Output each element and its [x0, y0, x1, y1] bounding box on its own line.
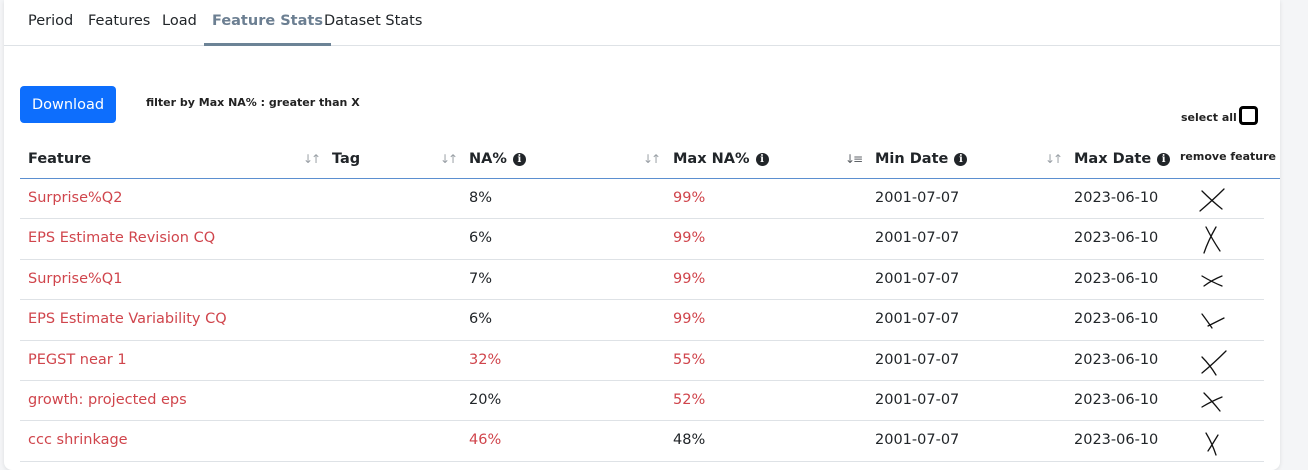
table-row: ccc shrinkage 46% 48% 2001-07-07 2023-06-10: [20, 421, 1264, 462]
header-na: NA% i: [469, 151, 526, 167]
table-row: Surprise%Q2 8% 99% 2001-07-07 2023-06-10: [20, 179, 1264, 220]
tab-load[interactable]: Load: [162, 13, 197, 29]
header-min-date-label: Min Date: [875, 151, 949, 167]
header-max-date-label: Max Date: [1074, 151, 1152, 167]
remove-feature-icon[interactable]: [1194, 345, 1234, 377]
na-percent-value: 7%: [469, 270, 493, 287]
header-min-date: Min Date i: [875, 151, 968, 167]
remove-feature-icon[interactable]: [1194, 223, 1234, 255]
na-percent-value: 46%: [469, 432, 502, 449]
max-date-value: 2023-06-10: [1074, 190, 1159, 206]
header-remove-feature: remove feature: [1180, 150, 1277, 163]
header-tag-label: Tag: [332, 151, 361, 167]
min-date-value: 2001-07-07: [875, 432, 960, 449]
download-button[interactable]: Download: [20, 86, 116, 123]
min-date-value: 2001-07-07: [875, 351, 960, 368]
header-max-na: Max NA% i: [673, 151, 769, 167]
remove-feature-icon[interactable]: [1194, 385, 1234, 417]
remove-feature-icon[interactable]: [1194, 304, 1234, 336]
table-body: Surprise%Q2 8% 99% 2001-07-07 2023-06-10 EPS …: [20, 179, 1264, 462]
sort-arrows-icon[interactable]: ↓↑: [440, 152, 458, 166]
max-date-value: 2023-06-10: [1074, 432, 1159, 449]
table-row: PEGST near 1 32% 55% 2001-07-07 2023-06-10: [20, 341, 1264, 381]
feature-name-link[interactable]: growth: projected eps: [28, 391, 187, 408]
remove-feature-icon[interactable]: [1194, 264, 1234, 296]
table-row: EPS Estimate Revision CQ 6% 99% 2001-07-07 2…: [20, 219, 1264, 260]
max-na-percent-value: 99%: [673, 190, 706, 206]
header-na-label: NA%: [469, 151, 507, 167]
feature-name-link[interactable]: ccc shrinkage: [28, 432, 128, 449]
feature-name-link[interactable]: Surprise%Q1: [28, 270, 123, 287]
max-na-percent-value: 99%: [673, 311, 706, 328]
max-na-percent-value: 99%: [673, 230, 706, 247]
feature-name-link[interactable]: Surprise%Q2: [28, 190, 123, 206]
select-all-label: select all: [1181, 111, 1237, 124]
max-date-value: 2023-06-10: [1074, 351, 1159, 368]
na-percent-value: 20%: [469, 391, 502, 408]
header-feature: Feature: [28, 151, 91, 167]
feature-stats-card: Period Features Load Feature Stats Datas…: [4, 0, 1280, 470]
max-date-value: 2023-06-10: [1074, 391, 1159, 408]
sort-arrows-icon[interactable]: ↓↑: [303, 152, 321, 166]
header-tag: Tag: [332, 151, 360, 167]
max-na-percent-value: 55%: [673, 351, 706, 368]
na-percent-value: 6%: [469, 311, 493, 328]
table-header: Feature ↓↑ Tag ↓↑ NA% i ↓↑ Max NA% i ↓≡ Mi…: [20, 140, 1280, 179]
min-date-value: 2001-07-07: [875, 190, 960, 206]
tab-period[interactable]: Period: [28, 13, 74, 29]
header-feature-label: Feature: [28, 151, 92, 167]
select-all-checkbox[interactable]: [1239, 106, 1258, 125]
remove-feature-icon[interactable]: [1194, 425, 1234, 457]
min-date-value: 2001-07-07: [875, 230, 960, 247]
info-circle-icon[interactable]: i: [512, 152, 526, 166]
remove-feature-icon[interactable]: [1194, 183, 1234, 215]
table-row: growth: projected eps 20% 52% 2001-07-07 202…: [20, 381, 1264, 422]
na-percent-value: 6%: [469, 230, 493, 247]
min-date-value: 2001-07-07: [875, 270, 960, 287]
table-row: EPS Estimate Variability CQ 6% 99% 2001-07-…: [20, 300, 1264, 341]
tab-bar: Period Features Load Feature Stats Datas…: [4, 0, 1280, 46]
header-max-date: Max Date i: [1074, 151, 1171, 167]
feature-name-link[interactable]: EPS Estimate Revision CQ: [28, 230, 216, 247]
max-na-percent-value: 48%: [673, 432, 706, 449]
info-circle-icon[interactable]: i: [755, 152, 769, 166]
na-percent-value: 8%: [469, 190, 493, 206]
max-na-percent-value: 99%: [673, 270, 706, 287]
info-circle-icon[interactable]: i: [1157, 152, 1171, 166]
sort-arrows-icon[interactable]: ↓↑: [643, 152, 661, 166]
sort-arrows-icon[interactable]: ↓↑: [1045, 152, 1063, 166]
na-percent-value: 32%: [469, 351, 502, 368]
max-na-percent-value: 52%: [673, 391, 706, 408]
max-date-value: 2023-06-10: [1074, 230, 1159, 247]
tab-features[interactable]: Features: [88, 13, 151, 29]
max-date-value: 2023-06-10: [1074, 311, 1159, 328]
max-date-value: 2023-06-10: [1074, 270, 1159, 287]
header-max-na-label: Max NA%: [673, 151, 750, 167]
tab-dataset-stats[interactable]: Dataset Stats: [324, 13, 423, 29]
min-date-value: 2001-07-07: [875, 391, 960, 408]
feature-name-link[interactable]: PEGST near 1: [28, 351, 127, 368]
feature-name-link[interactable]: EPS Estimate Variability CQ: [28, 311, 227, 328]
sort-descending-icon[interactable]: ↓≡: [845, 152, 863, 166]
info-circle-icon[interactable]: i: [954, 152, 968, 166]
tab-feature-stats[interactable]: Feature Stats: [204, 13, 331, 46]
min-date-value: 2001-07-07: [875, 311, 960, 328]
table-row: Surprise%Q1 7% 99% 2001-07-07 2023-06-10: [20, 260, 1264, 301]
filter-label: filter by Max NA% : greater than X: [146, 96, 360, 109]
